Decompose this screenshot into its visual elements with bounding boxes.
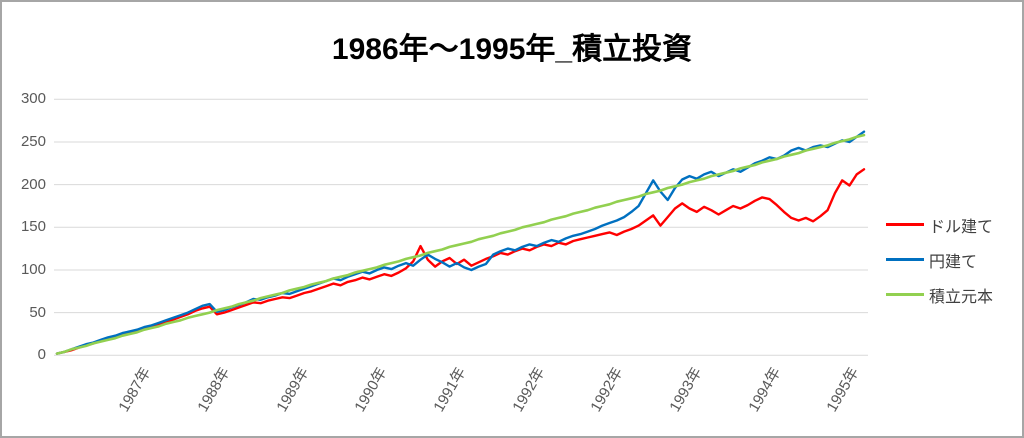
legend: ドル建て 円建て 積立元本 bbox=[886, 214, 994, 306]
y-tick-label: 250 bbox=[20, 133, 46, 150]
chart-title: 1986年～1995年_積立投資 bbox=[331, 33, 693, 66]
y-tick-label: 150 bbox=[20, 218, 46, 235]
legend-item-principal: 積立元本 bbox=[886, 284, 994, 306]
y-tick-label: 300 bbox=[20, 90, 46, 107]
legend-swatch-jpy bbox=[886, 258, 924, 261]
legend-item-jpy: 円建て bbox=[886, 249, 993, 271]
y-tick-label: 200 bbox=[20, 176, 46, 193]
legend-item-usd: ドル建て bbox=[886, 214, 994, 236]
legend-label-principal: 積立元本 bbox=[929, 288, 994, 306]
series-line-principal bbox=[55, 133, 866, 355]
series-line-usd bbox=[55, 168, 866, 355]
legend-swatch-principal bbox=[886, 293, 924, 296]
y-tick-label: 50 bbox=[29, 304, 46, 321]
y-tick-label: 100 bbox=[20, 261, 46, 278]
legend-swatch-usd bbox=[886, 223, 924, 226]
legend-label-jpy: 円建て bbox=[929, 253, 978, 271]
y-tick-label: 0 bbox=[37, 346, 46, 363]
legend-label-usd: ドル建て bbox=[929, 218, 994, 236]
